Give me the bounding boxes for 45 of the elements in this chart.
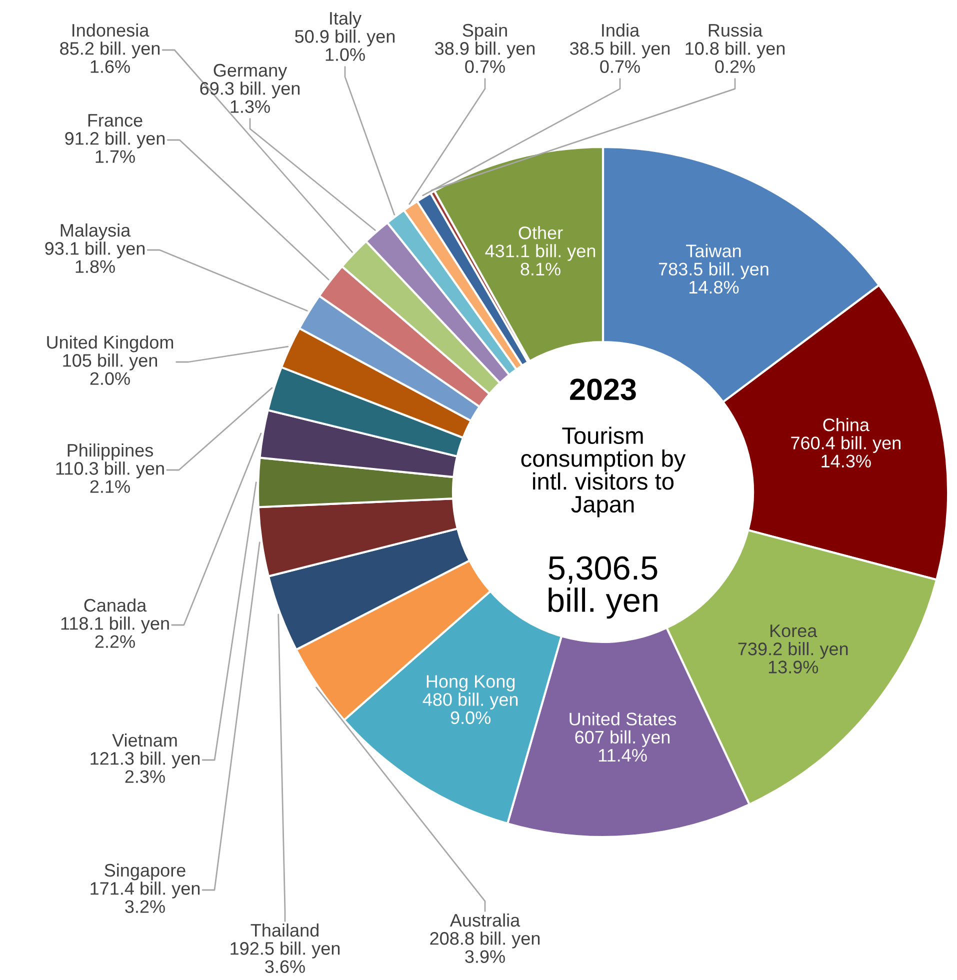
text: Tourism consumption by intl. visitors to Japan <box>521 426 686 518</box>
data-label: 760.4 bill. yen 14.3% <box>791 436 900 468</box>
text: 2023 <box>570 378 636 400</box>
data-label: 105 bill. yen 2.0% <box>63 354 158 385</box>
data-label: 93.1 bill. yen 1.8% <box>45 242 145 273</box>
slice-label: Spain <box>462 23 507 40</box>
data-label: 192.5 bill. yen 3.6% <box>230 942 340 973</box>
data-label: 739.2 bill. yen 13.9% <box>738 642 848 674</box>
slice-label: Other <box>518 226 563 240</box>
slice-label: France <box>88 114 142 127</box>
data-label: 38.5 bill. yen 0.7% <box>570 42 670 73</box>
data-label: 118.1 bill. yen 2.2% <box>61 616 169 648</box>
slice-label: Hong Kong <box>426 675 515 692</box>
slice-label: Vietnam <box>112 733 177 747</box>
slice-label: Indonesia <box>72 23 150 37</box>
slice-label: Australia <box>450 913 520 927</box>
slice-label: Malaysia <box>60 223 131 240</box>
slice-label: Canada <box>84 598 147 612</box>
slice-label: United Kingdom <box>47 335 174 352</box>
data-label: 50.9 bill. yen 1.0% <box>295 30 395 61</box>
data-label: 171.4 bill. yen 3.2% <box>90 882 200 913</box>
slice-label: Russia <box>708 23 763 37</box>
data-label: 110.3 bill. yen 2.1% <box>56 462 164 493</box>
data-label: 85.2 bill. yen 1.6% <box>60 42 160 73</box>
data-label: 91.2 bill. yen 1.7% <box>65 132 165 163</box>
data-label: 607 bill. yen 11.4% <box>575 730 670 762</box>
data-label: 38.9 bill. yen 0.7% <box>435 42 535 73</box>
data-label: 208.8 bill. yen 3.9% <box>430 932 540 963</box>
data-label: 783.5 bill. yen 14.8% <box>658 262 768 294</box>
data-label: 121.3 bill. yen 2.3% <box>90 752 200 783</box>
slice-label: Taiwan <box>686 244 741 258</box>
slice-label: Singapore <box>104 863 186 880</box>
text: 5,306.5 bill. yen <box>548 556 658 619</box>
slice-label: Germany <box>214 64 288 80</box>
slice-label: China <box>823 418 870 432</box>
slice-label: Korea <box>770 624 818 638</box>
data-label: 69.3 bill. yen 1.3% <box>200 82 300 113</box>
slice-label: India <box>602 23 640 37</box>
slice-label: United States <box>570 712 676 726</box>
data-label: 480 bill. yen 9.0% <box>422 692 518 724</box>
data-label: 431.1 bill. yen 8.1% <box>485 244 596 276</box>
slice-label: Italy <box>330 11 362 28</box>
slice-label: Philippines <box>68 443 154 460</box>
data-label: 10.8 bill. yen 0.2% <box>686 42 785 73</box>
slice-label: Thailand <box>250 923 318 937</box>
